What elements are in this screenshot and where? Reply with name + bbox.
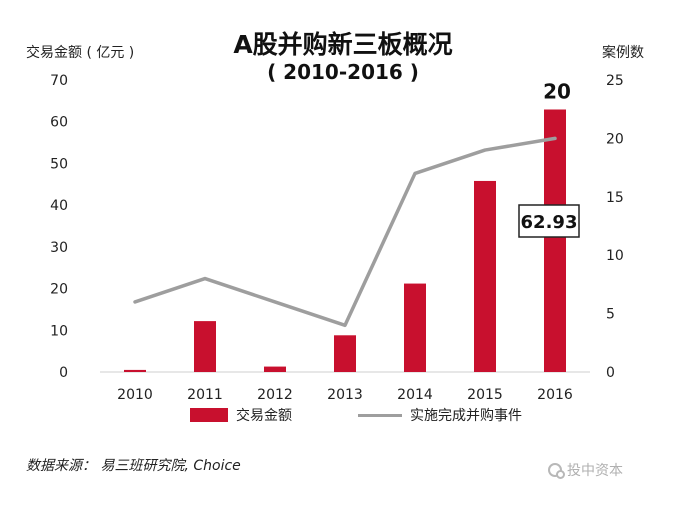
x-tick-label: 2016: [537, 387, 573, 403]
chart-subtitle: ( 2010-2016 ): [267, 60, 419, 84]
y-right-tick-label: 10: [606, 248, 624, 264]
y-right-tick-label: 20: [606, 131, 624, 147]
y-left-tick-label: 30: [50, 240, 68, 256]
legend-item-events: 实施完成并购事件: [358, 405, 522, 425]
watermark: 投中资本: [548, 460, 623, 480]
x-tick-label: 2012: [257, 387, 293, 403]
bar-2013: [334, 335, 356, 372]
source-note: 数据来源： 易三班研究院, Choice: [26, 458, 241, 474]
bar-2014: [404, 283, 426, 372]
x-tick-label: 2014: [397, 387, 433, 403]
legend-bar-label: 交易金额: [236, 408, 292, 424]
x-tick-label: 2011: [187, 387, 223, 403]
y-left-tick-label: 20: [50, 282, 68, 298]
y-left-tick-label: 60: [50, 115, 68, 131]
legend-item-amount: 交易金额: [190, 405, 292, 425]
wechat-icon: [548, 463, 565, 479]
annotation-line-2016: 20: [543, 79, 571, 103]
y-axis-left-label: 交易金额 ( 亿元 ): [26, 45, 135, 61]
y-left-tick-label: 0: [59, 365, 68, 381]
y-right-tick-label: 25: [606, 73, 624, 89]
bar-2011: [194, 321, 216, 372]
x-tick-label: 2013: [327, 387, 363, 403]
y-left-tick-label: 40: [50, 198, 68, 214]
y-right-tick-label: 15: [606, 190, 624, 206]
y-left-tick-label: 10: [50, 323, 68, 339]
legend-bar-swatch: [190, 408, 228, 422]
bar-2012: [264, 366, 286, 372]
y-axis-right-label: 案例数: [602, 45, 644, 61]
legend-line-swatch: [358, 413, 402, 417]
annotation-bar-2016: 62.93: [521, 212, 578, 233]
bar-2010: [124, 369, 146, 372]
watermark-text: 投中资本: [567, 463, 623, 479]
bar-2015: [474, 180, 496, 372]
y-left-tick-label: 50: [50, 156, 68, 172]
legend: 交易金额 实施完成并购事件: [0, 405, 686, 429]
chart-title: A股并购新三板概况: [233, 30, 453, 59]
bar-2016: [544, 109, 566, 372]
y-right-tick-label: 5: [606, 307, 615, 323]
legend-line-label: 实施完成并购事件: [410, 408, 522, 424]
y-right-tick-label: 0: [606, 365, 615, 381]
y-left-tick-label: 70: [50, 73, 68, 89]
x-tick-label: 2010: [117, 387, 153, 403]
x-tick-label: 2015: [467, 387, 503, 403]
annotation-box: [518, 204, 580, 238]
